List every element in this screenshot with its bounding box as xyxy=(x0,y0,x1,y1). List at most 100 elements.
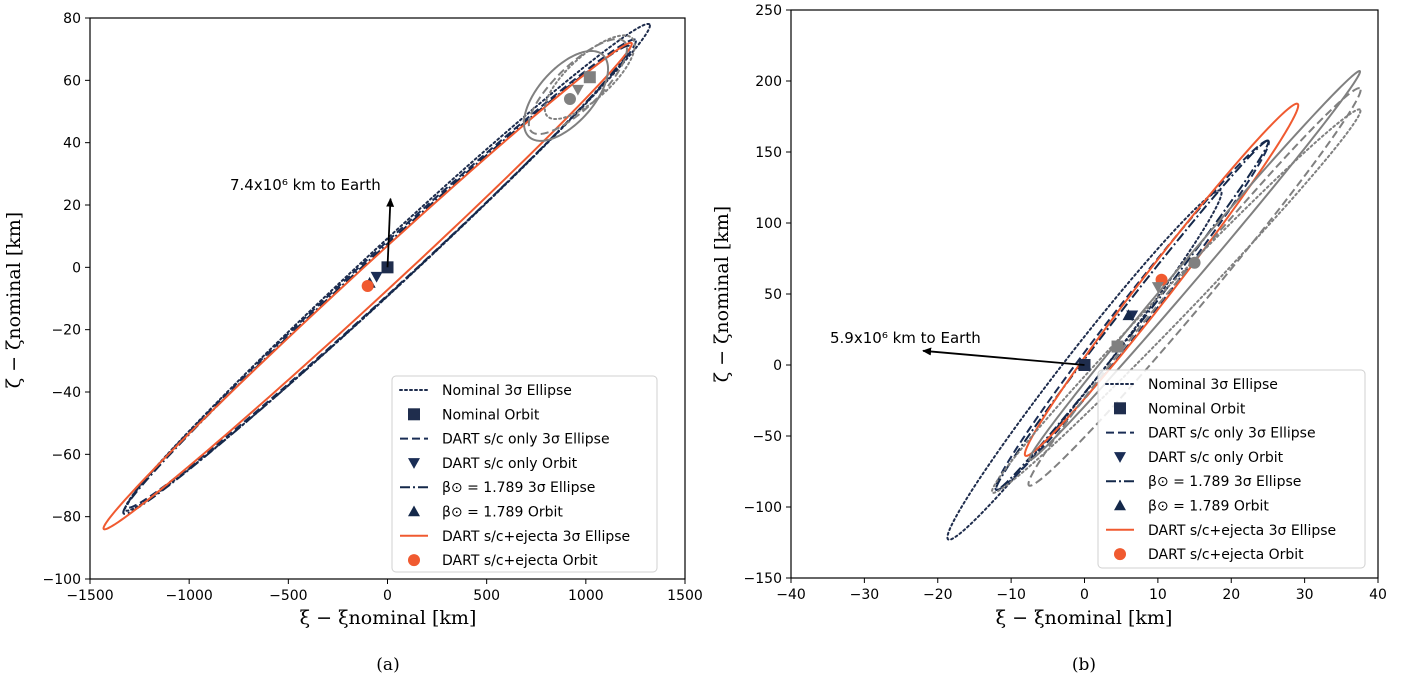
y-tick-label: −20 xyxy=(51,323,81,339)
x-tick-label: 30 xyxy=(1296,587,1314,603)
panel-0-point-10 xyxy=(361,280,374,293)
panel-0-ellipse-2 xyxy=(122,44,631,515)
x-tick-label: −10 xyxy=(996,587,1026,603)
panel-a-caption: (a) xyxy=(376,655,399,675)
panel-b-caption: (b) xyxy=(1072,655,1096,675)
legend-entry: DART s/c only 3σ Ellipse xyxy=(1148,426,1316,442)
legend-entry: Nominal 3σ Ellipse xyxy=(442,383,572,399)
y-tick-label: 40 xyxy=(63,136,81,152)
panel-1-ellipse-1 xyxy=(994,139,1270,492)
panel-b-xlabel: ξ − ξnominal [km] xyxy=(996,607,1173,629)
legend-entry: β⊙ = 1.789 Orbit xyxy=(442,505,563,521)
x-tick-label: 500 xyxy=(473,588,500,604)
legend-entry: DART s/c only Orbit xyxy=(1148,450,1284,466)
y-tick-label: −150 xyxy=(744,571,782,587)
panel-b: −40 −30 −20 −10 0 10 20 30 40−150−100−5005010015… xyxy=(711,3,1387,675)
legend-box xyxy=(1097,369,1366,569)
panel-0-ellipse-5 xyxy=(527,38,628,136)
panel-a-annotation: 7.4x10⁶ km to Earth xyxy=(230,176,395,268)
legend-entry: DART s/c+ejecta Orbit xyxy=(442,553,598,569)
legend-swatch xyxy=(1114,402,1126,415)
annotation-arrow xyxy=(922,347,1085,366)
panel-a-ticks: −1500 −1000 −500 0 500 1000 1500 −100 −80 −60 −40 −… xyxy=(43,11,703,604)
y-tick-label: −100 xyxy=(744,500,782,516)
panel-1-point-9 xyxy=(1122,309,1135,321)
panel-0-point-8 xyxy=(370,271,383,283)
panel-0-ellipse-6 xyxy=(522,49,610,142)
y-tick-label: 250 xyxy=(755,3,782,19)
panel-b-legend: Nominal 3σ Ellipse Nominal Orbit DART s/c … xyxy=(1097,369,1366,569)
y-tick-label: 0 xyxy=(773,358,782,374)
panel-1-point-11 xyxy=(1111,340,1124,353)
annotation-arrow xyxy=(386,197,395,268)
legend-entry: Nominal Orbit xyxy=(442,407,540,423)
x-tick-label: −500 xyxy=(269,588,307,604)
y-tick-label: 150 xyxy=(755,145,782,161)
legend-swatch xyxy=(408,408,420,421)
x-tick-label: −1000 xyxy=(165,588,212,604)
legend-entry: β⊙ = 1.789 3σ Ellipse xyxy=(1148,474,1301,490)
x-tick-label: −20 xyxy=(923,587,953,603)
y-tick-label: 60 xyxy=(63,73,81,89)
legend-entry: β⊙ = 1.789 3σ Ellipse xyxy=(442,480,595,496)
y-tick-label: 80 xyxy=(63,11,81,27)
panel-1-ellipse-5 xyxy=(1027,87,1362,487)
panel-0-ellipse-3 xyxy=(102,41,633,531)
panel-0-point-12 xyxy=(571,84,584,96)
y-tick-label: 0 xyxy=(72,260,81,276)
x-tick-label: 1500 xyxy=(667,588,703,604)
legend-swatch xyxy=(408,554,420,567)
x-tick-label: 1000 xyxy=(568,588,604,604)
y-tick-label: 100 xyxy=(755,216,782,232)
panel-0-point-11 xyxy=(583,71,596,84)
panel-a-annotation-text: 7.4x10⁶ km to Earth xyxy=(230,176,381,194)
legend-swatch xyxy=(1114,452,1126,463)
panel-a-ylabel: ζ − ζnominal [km] xyxy=(3,212,25,388)
panel-a-legend: Nominal 3σ Ellipse Nominal Orbit DART s/c … xyxy=(391,375,658,573)
y-tick-label: −40 xyxy=(51,385,81,401)
legend-entry: DART s/c only Orbit xyxy=(442,456,578,472)
panel-0-point-13 xyxy=(563,93,576,106)
legend-swatch xyxy=(1114,548,1126,561)
legend-swatch xyxy=(408,458,420,469)
panel-b-annotation-text: 5.9x10⁶ km to Earth xyxy=(830,329,981,347)
legend-entry: Nominal 3σ Ellipse xyxy=(1148,377,1278,393)
panel-1-ellipse-3 xyxy=(1023,102,1300,457)
panel-b-ylabel: ζ − ζnominal [km] xyxy=(711,206,733,382)
legend-entry: DART s/c+ejecta Orbit xyxy=(1148,547,1304,563)
y-tick-label: −80 xyxy=(51,510,81,526)
panel-a: −1500 −1000 −500 0 500 1000 1500 −100 −80 −60 −40 −… xyxy=(3,11,703,675)
legend-entry: DART s/c only 3σ Ellipse xyxy=(442,432,610,448)
panel-1-point-12 xyxy=(1151,282,1164,293)
y-tick-label: 200 xyxy=(755,74,782,90)
x-tick-label: 20 xyxy=(1222,587,1240,603)
panel-1-ellipse-0 xyxy=(946,189,1223,541)
y-tick-label: −60 xyxy=(51,447,81,463)
legend-entry: β⊙ = 1.789 Orbit xyxy=(1148,499,1269,515)
panel-a-xlabel: ξ − ξnominal [km] xyxy=(300,607,477,629)
y-tick-label: 50 xyxy=(764,287,782,303)
panel-0-ellipse-1 xyxy=(126,38,637,509)
legend-entry: DART s/c+ejecta 3σ Ellipse xyxy=(442,529,630,545)
x-tick-label: −30 xyxy=(850,587,880,603)
panel-a-plot-area xyxy=(102,22,651,531)
legend-entry: Nominal Orbit xyxy=(1148,401,1246,417)
x-tick-label: −40 xyxy=(776,587,806,603)
panel-1-point-13 xyxy=(1188,256,1201,269)
legend-box xyxy=(391,375,658,573)
panel-b-ticks: −40 −30 −20 −10 0 10 20 30 40−150−100−5005010015… xyxy=(744,3,1387,603)
panel-1-ellipse-6 xyxy=(1028,70,1362,462)
x-tick-label: 0 xyxy=(383,588,392,604)
legend-swatch xyxy=(1114,499,1126,511)
x-tick-label: −1500 xyxy=(66,588,113,604)
legend-entry: DART s/c+ejecta 3σ Ellipse xyxy=(1148,523,1336,539)
x-tick-label: 10 xyxy=(1149,587,1167,603)
y-tick-label: 20 xyxy=(63,198,81,214)
x-tick-label: 0 xyxy=(1080,587,1089,603)
x-tick-label: 40 xyxy=(1369,587,1387,603)
panel-b-annotation: 5.9x10⁶ km to Earth xyxy=(830,329,1085,366)
y-tick-label: −50 xyxy=(752,429,782,445)
y-tick-label: −100 xyxy=(43,572,81,588)
legend-swatch xyxy=(408,505,420,517)
